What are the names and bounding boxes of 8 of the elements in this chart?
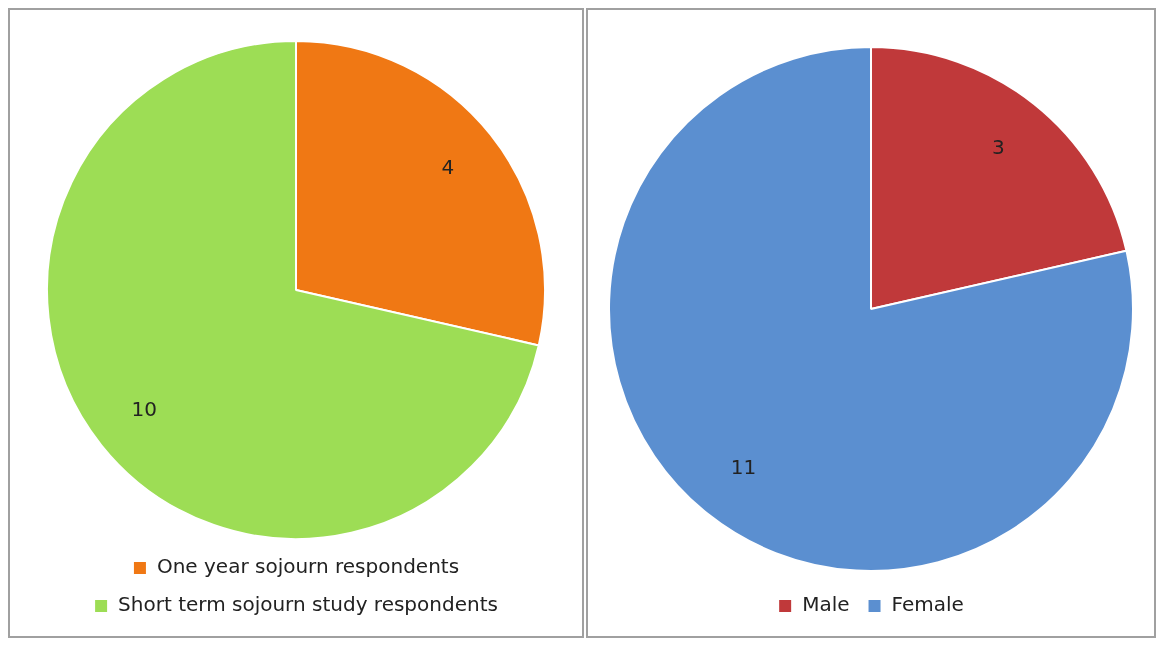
legend-label: Short term sojourn study respondents [118,592,498,617]
legend-label: Female [891,592,964,617]
data-label: 4 [441,155,455,180]
data-label: 11 [730,454,757,479]
legend-label: One year sojourn respondents [156,554,460,579]
data-label: 10 [131,397,157,422]
legend-label: Male [802,592,850,617]
data-label: 3 [992,135,1005,160]
